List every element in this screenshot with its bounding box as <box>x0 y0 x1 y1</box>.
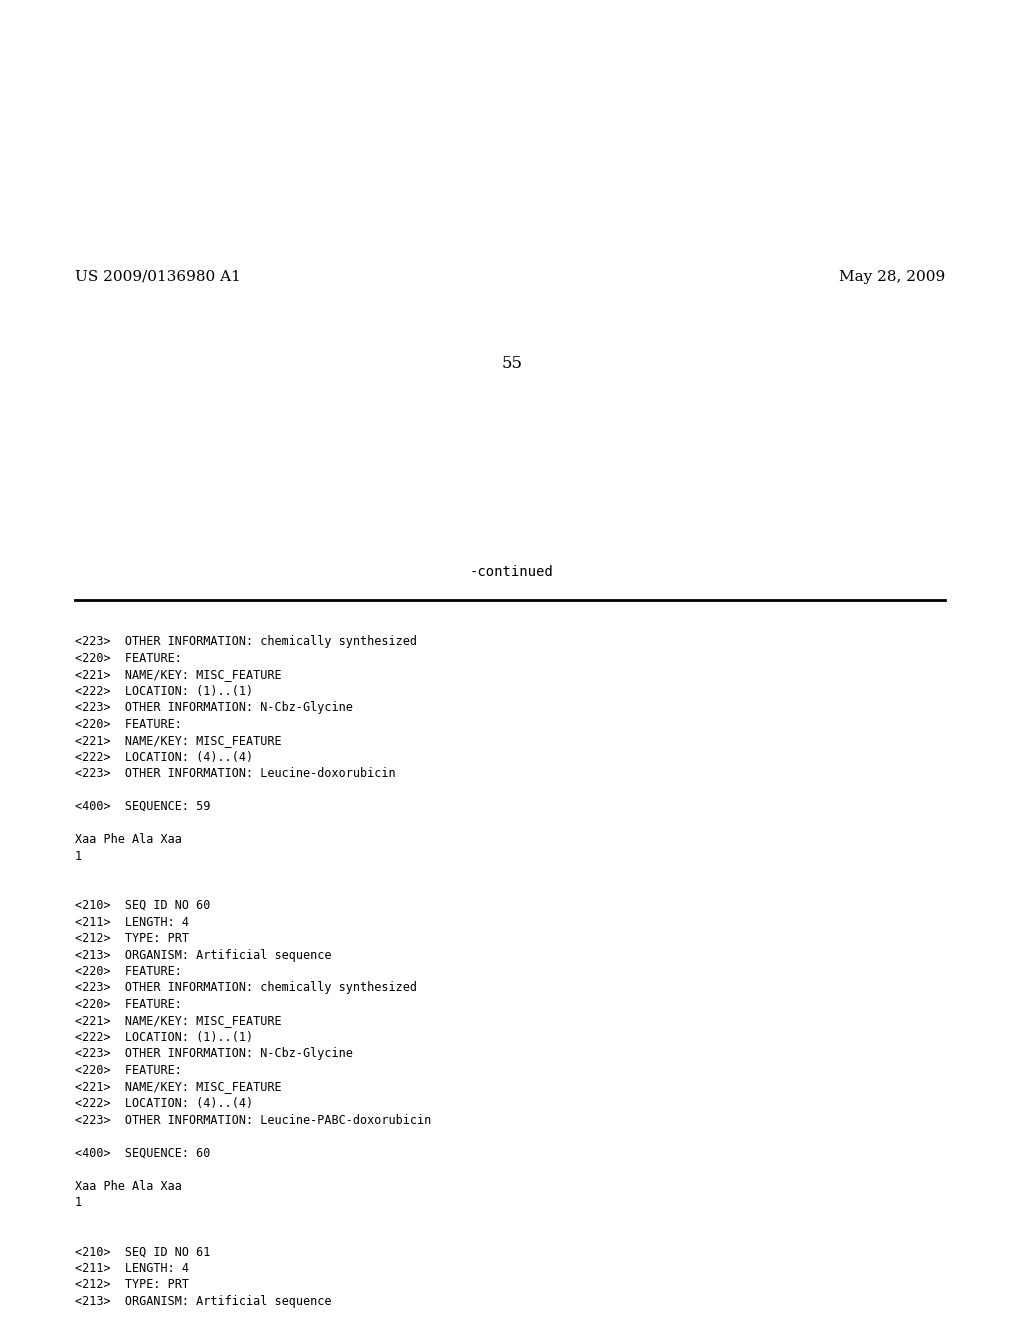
Text: <213>  ORGANISM: Artificial sequence: <213> ORGANISM: Artificial sequence <box>75 1295 332 1308</box>
Text: <212>  TYPE: PRT: <212> TYPE: PRT <box>75 932 189 945</box>
Text: <211>  LENGTH: 4: <211> LENGTH: 4 <box>75 916 189 928</box>
Text: <212>  TYPE: PRT: <212> TYPE: PRT <box>75 1279 189 1291</box>
Text: Xaa Phe Ala Xaa: Xaa Phe Ala Xaa <box>75 833 182 846</box>
Text: <223>  OTHER INFORMATION: N-Cbz-Glycine: <223> OTHER INFORMATION: N-Cbz-Glycine <box>75 1048 353 1060</box>
Text: <220>  FEATURE:: <220> FEATURE: <box>75 718 182 730</box>
Text: <210>  SEQ ID NO 61: <210> SEQ ID NO 61 <box>75 1246 210 1258</box>
Text: 1: 1 <box>75 1196 82 1209</box>
Text: 1: 1 <box>75 850 82 862</box>
Text: Xaa Phe Ala Xaa: Xaa Phe Ala Xaa <box>75 1180 182 1192</box>
Text: <220>  FEATURE:: <220> FEATURE: <box>75 652 182 664</box>
Text: <210>  SEQ ID NO 60: <210> SEQ ID NO 60 <box>75 899 210 912</box>
Text: -continued: -continued <box>470 565 554 579</box>
Text: <223>  OTHER INFORMATION: N-Cbz-Glycine: <223> OTHER INFORMATION: N-Cbz-Glycine <box>75 701 353 714</box>
Text: <220>  FEATURE:: <220> FEATURE: <box>75 1064 182 1077</box>
Text: US 2009/0136980 A1: US 2009/0136980 A1 <box>75 271 241 284</box>
Text: 55: 55 <box>502 355 522 372</box>
Text: <223>  OTHER INFORMATION: Leucine-PABC-doxorubicin: <223> OTHER INFORMATION: Leucine-PABC-do… <box>75 1114 431 1126</box>
Text: <222>  LOCATION: (1)..(1): <222> LOCATION: (1)..(1) <box>75 685 253 697</box>
Text: <222>  LOCATION: (4)..(4): <222> LOCATION: (4)..(4) <box>75 1097 253 1110</box>
Text: <221>  NAME/KEY: MISC_FEATURE: <221> NAME/KEY: MISC_FEATURE <box>75 668 282 681</box>
Text: <220>  FEATURE:: <220> FEATURE: <box>75 965 182 978</box>
Text: May 28, 2009: May 28, 2009 <box>839 271 945 284</box>
Text: <221>  NAME/KEY: MISC_FEATURE: <221> NAME/KEY: MISC_FEATURE <box>75 734 282 747</box>
Text: <213>  ORGANISM: Artificial sequence: <213> ORGANISM: Artificial sequence <box>75 949 332 961</box>
Text: <211>  LENGTH: 4: <211> LENGTH: 4 <box>75 1262 189 1275</box>
Text: <223>  OTHER INFORMATION: chemically synthesized: <223> OTHER INFORMATION: chemically synt… <box>75 635 417 648</box>
Text: <400>  SEQUENCE: 60: <400> SEQUENCE: 60 <box>75 1147 210 1159</box>
Text: <400>  SEQUENCE: 59: <400> SEQUENCE: 59 <box>75 800 210 813</box>
Text: <223>  OTHER INFORMATION: Leucine-doxorubicin: <223> OTHER INFORMATION: Leucine-doxorub… <box>75 767 395 780</box>
Text: <222>  LOCATION: (1)..(1): <222> LOCATION: (1)..(1) <box>75 1031 253 1044</box>
Text: <221>  NAME/KEY: MISC_FEATURE: <221> NAME/KEY: MISC_FEATURE <box>75 1015 282 1027</box>
Text: <222>  LOCATION: (4)..(4): <222> LOCATION: (4)..(4) <box>75 751 253 763</box>
Text: <220>  FEATURE:: <220> FEATURE: <box>75 998 182 1011</box>
Text: <221>  NAME/KEY: MISC_FEATURE: <221> NAME/KEY: MISC_FEATURE <box>75 1081 282 1093</box>
Text: <223>  OTHER INFORMATION: chemically synthesized: <223> OTHER INFORMATION: chemically synt… <box>75 982 417 994</box>
